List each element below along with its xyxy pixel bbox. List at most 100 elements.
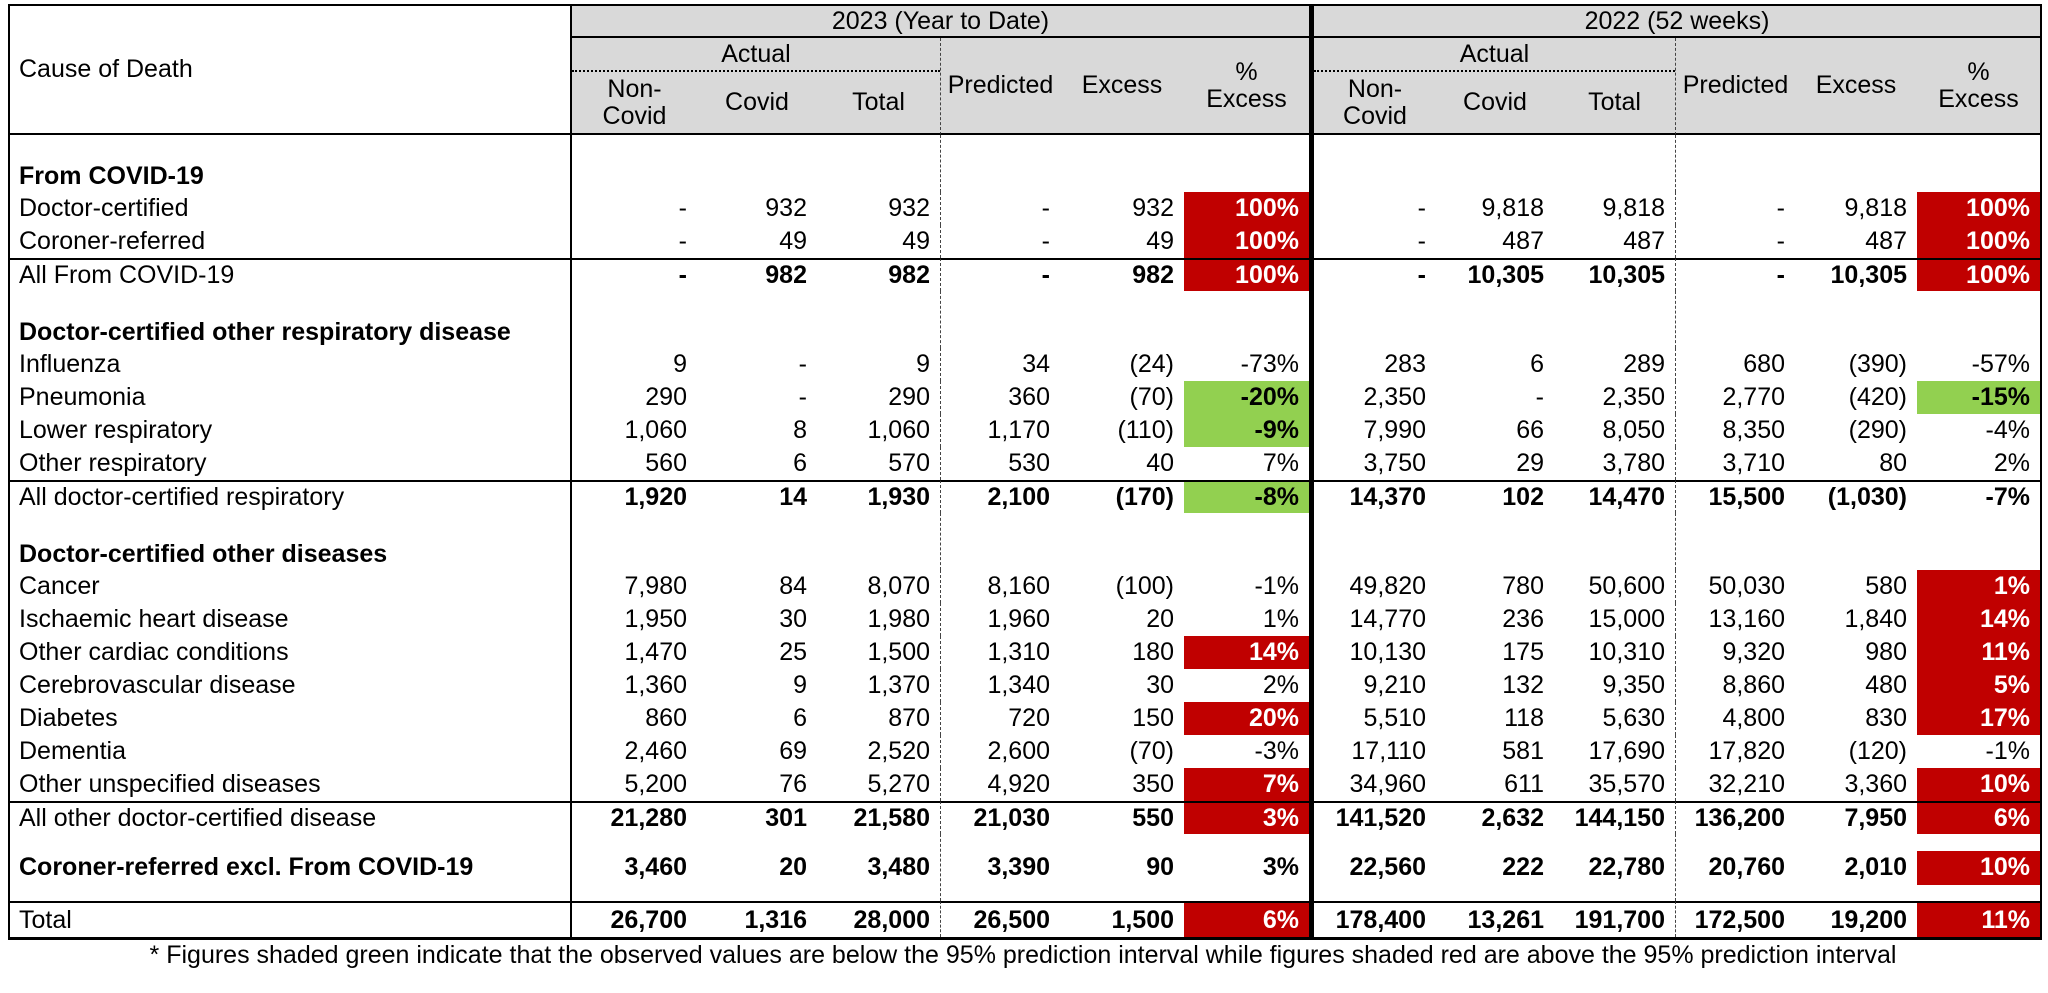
- value-cell: (110): [1117, 416, 1174, 445]
- value-cell: 1,920: [572, 480, 697, 513]
- value-cell: 283: [1384, 350, 1426, 379]
- value-cell: -1%: [1254, 572, 1299, 601]
- value-cell: -: [798, 383, 807, 412]
- value-cell: 10,305: [1436, 258, 1554, 291]
- value-cell: 2,100: [940, 480, 1060, 513]
- value-cell: 2,460: [624, 737, 687, 766]
- value-cell: 15,500: [1675, 480, 1795, 513]
- covid-header-2022: Covid: [1436, 72, 1554, 135]
- value-cell: 13,261: [1436, 901, 1554, 937]
- value-cell: 4,800: [1675, 702, 1795, 735]
- cause-of-death-header: Cause of Death: [10, 6, 572, 135]
- footnote: * Figures shaded green indicate that the…: [149, 941, 1897, 969]
- row-label: Lower respiratory: [10, 414, 572, 447]
- value-cell: -3%: [1254, 737, 1299, 766]
- value-cell: 3,460: [624, 853, 687, 882]
- value-cell: [1554, 135, 1675, 192]
- value-cell: -57%: [1971, 350, 2030, 379]
- value-cell: [1314, 291, 1436, 348]
- value-cell: 581: [1502, 737, 1544, 766]
- value-cell: 3,390: [940, 834, 1060, 901]
- total-header-2022: Total: [1554, 72, 1675, 135]
- covid-header-2023: Covid: [697, 72, 817, 135]
- value-cell: (390): [1848, 350, 1907, 379]
- value-cell: [1060, 291, 1184, 348]
- value-cell: 8,160: [940, 570, 1060, 603]
- value-cell: [1675, 291, 1795, 348]
- value-cell: 10,130: [1349, 638, 1426, 667]
- value-cell: 487: [1623, 227, 1665, 256]
- value-cell: 118: [1504, 704, 1544, 733]
- value-cell: 14: [697, 480, 817, 513]
- value-cell: 136,200: [1675, 801, 1795, 834]
- value-cell: -15%: [1917, 381, 2040, 414]
- value-cell: 780: [1502, 572, 1544, 601]
- value-cell: 289: [1623, 350, 1665, 379]
- value-cell: 80: [1879, 449, 1907, 478]
- year-divider-segment: [1309, 768, 1314, 801]
- value-cell: 3,480: [867, 853, 930, 882]
- value-cell: 7%: [1262, 449, 1299, 478]
- value-cell: 20,760: [1675, 834, 1795, 901]
- excess-header-2023: Excess: [1060, 38, 1184, 135]
- value-cell: 175: [1502, 638, 1544, 667]
- value-cell: -7%: [1917, 480, 2040, 513]
- value-cell: 2,520: [867, 737, 930, 766]
- value-cell: 14%: [1917, 603, 2040, 636]
- value-cell: -73%: [1240, 350, 1299, 379]
- value-cell: 178,400: [1314, 901, 1436, 937]
- value-cell: -: [940, 192, 1060, 225]
- value-cell: 17,820: [1675, 735, 1795, 768]
- value-cell: 9,210: [1363, 671, 1426, 700]
- value-cell: 2%: [1993, 449, 2030, 478]
- actual-header-2022: Actual: [1314, 38, 1675, 72]
- value-cell: 100%: [1184, 192, 1309, 225]
- value-cell: 180: [1132, 638, 1174, 667]
- value-cell: [1060, 135, 1184, 192]
- row-label: Ischaemic heart disease: [10, 603, 572, 636]
- value-cell: 3,750: [1363, 449, 1426, 478]
- value-cell: 20%: [1184, 702, 1309, 735]
- value-cell: 1,170: [940, 414, 1060, 447]
- value-cell: 9: [916, 350, 930, 379]
- predicted-header-2022: Predicted: [1675, 38, 1795, 135]
- value-cell: 580: [1865, 572, 1907, 601]
- value-cell: 9,818: [1481, 194, 1544, 223]
- row-label: Diabetes: [10, 702, 572, 735]
- value-cell: 1,370: [867, 671, 930, 700]
- value-cell: 34,960: [1349, 770, 1426, 799]
- value-cell: 17,110: [1351, 737, 1426, 766]
- row-label: Doctor-certified: [10, 192, 572, 225]
- value-cell: [1795, 135, 1917, 192]
- row-label: Cerebrovascular disease: [10, 669, 572, 702]
- value-cell: 6: [793, 704, 807, 733]
- value-cell: 100%: [1917, 192, 2040, 225]
- value-cell: 14,770: [1349, 605, 1426, 634]
- value-cell: 830: [1865, 704, 1907, 733]
- value-cell: 30: [1146, 671, 1174, 700]
- value-cell: 11%: [1917, 636, 2040, 669]
- value-cell: 22,560: [1349, 853, 1426, 882]
- pct-excess-header-2023: % Excess: [1184, 38, 1309, 135]
- year-divider-segment: [1309, 291, 1314, 348]
- row-label: Coroner-referred excl. From COVID-19: [10, 834, 572, 901]
- value-cell: 76: [779, 770, 807, 799]
- value-cell: 49: [1146, 227, 1174, 256]
- year-divider-segment: [1309, 480, 1314, 513]
- value-cell: 7,980: [624, 572, 687, 601]
- value-cell: [1184, 291, 1309, 348]
- row-label: Other respiratory: [10, 447, 572, 480]
- value-cell: [697, 135, 817, 192]
- year-divider-segment: [1309, 570, 1314, 603]
- value-cell: 9,818: [1602, 194, 1665, 223]
- value-cell: 1,340: [940, 669, 1060, 702]
- value-cell: 19,200: [1795, 901, 1917, 937]
- value-cell: [1314, 135, 1436, 192]
- value-cell: 570: [888, 449, 930, 478]
- value-cell: 980: [1865, 638, 1907, 667]
- value-cell: 102: [1436, 480, 1554, 513]
- value-cell: -: [1417, 227, 1426, 256]
- value-cell: 9,350: [1602, 671, 1665, 700]
- value-cell: 2,350: [1602, 383, 1665, 412]
- value-cell: (170): [1060, 480, 1184, 513]
